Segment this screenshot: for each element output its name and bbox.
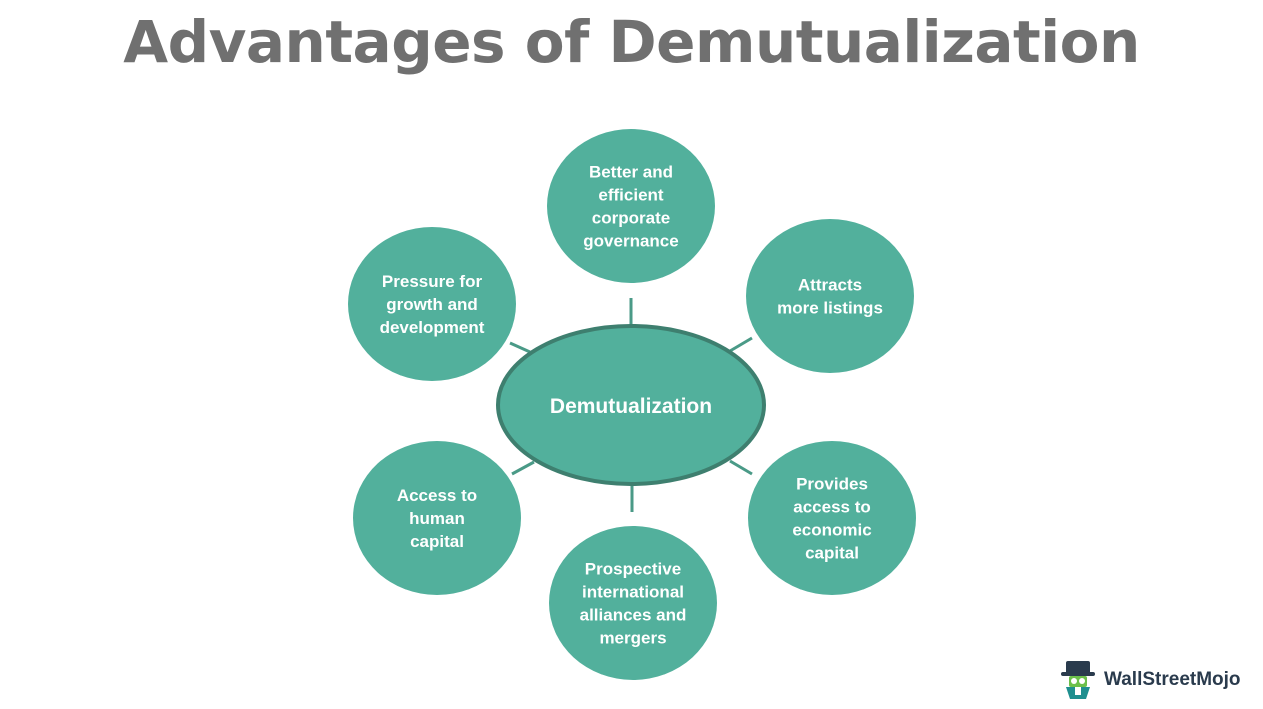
node-label-governance-line-1: efficient bbox=[598, 186, 664, 205]
center-node: Demutualization bbox=[496, 324, 766, 486]
node-label-human-capital-line-1: human bbox=[409, 509, 465, 528]
nodes: Better and efficient corporate governance At… bbox=[348, 129, 916, 680]
node-label-alliances-line-3: mergers bbox=[599, 629, 666, 648]
node-label-economic-capital-line-1: access to bbox=[793, 498, 871, 517]
node-listings: Attracts more listings bbox=[746, 219, 914, 373]
node-human-capital: Access to human capital bbox=[353, 441, 521, 595]
connectors bbox=[509, 298, 753, 512]
node-circle-growth bbox=[348, 227, 516, 381]
node-label-listings-line-1: more listings bbox=[777, 299, 883, 318]
node-circle-alliances bbox=[549, 526, 717, 680]
center-ellipse bbox=[496, 324, 766, 486]
node-governance: Better and efficient corporate governance bbox=[547, 129, 715, 283]
mascot-icon bbox=[1061, 661, 1095, 699]
node-economic-capital: Provides access to economic capital bbox=[748, 441, 916, 595]
node-label-human-capital-line-0: Access to bbox=[397, 486, 477, 505]
node-label-governance-line-2: corporate bbox=[592, 209, 670, 228]
node-label-economic-capital-line-2: economic bbox=[792, 521, 871, 540]
node-circle-human-capital bbox=[353, 441, 521, 595]
node-label-governance-line-3: governance bbox=[583, 232, 678, 251]
node-circle-governance bbox=[547, 129, 715, 283]
node-label-human-capital-line-2: capital bbox=[410, 532, 464, 551]
connector-listings bbox=[729, 336, 753, 353]
connector-human-capital bbox=[511, 460, 535, 476]
node-label-economic-capital-line-0: Provides bbox=[796, 475, 868, 494]
wallstreetmojo-logo: WallStreetMojo bbox=[1058, 660, 1241, 700]
logo-text: WallStreetMojo bbox=[1104, 669, 1241, 690]
node-label-growth-line-1: growth and bbox=[386, 295, 478, 314]
node-label-alliances-line-2: alliances and bbox=[580, 606, 687, 625]
page-title: Advantages of Demutualization bbox=[123, 8, 1140, 76]
node-circle-listings bbox=[746, 219, 914, 373]
node-label-growth-line-2: development bbox=[380, 318, 485, 337]
node-label-growth-line-0: Pressure for bbox=[382, 272, 483, 291]
node-label-governance-line-0: Better and bbox=[589, 163, 673, 182]
center-label: Demutualization bbox=[550, 395, 712, 418]
node-label-listings-line-0: Attracts bbox=[798, 276, 862, 295]
node-alliances: Prospective international alliances and mer… bbox=[549, 526, 717, 680]
node-label-alliances-line-1: international bbox=[582, 583, 684, 602]
node-circle-economic-capital bbox=[748, 441, 916, 595]
node-label-economic-capital-line-3: capital bbox=[805, 544, 859, 563]
node-growth: Pressure for growth and development bbox=[348, 227, 516, 381]
connector-economic-capital bbox=[729, 459, 753, 476]
connector-growth bbox=[509, 341, 531, 354]
node-label-alliances-line-0: Prospective bbox=[585, 560, 681, 579]
